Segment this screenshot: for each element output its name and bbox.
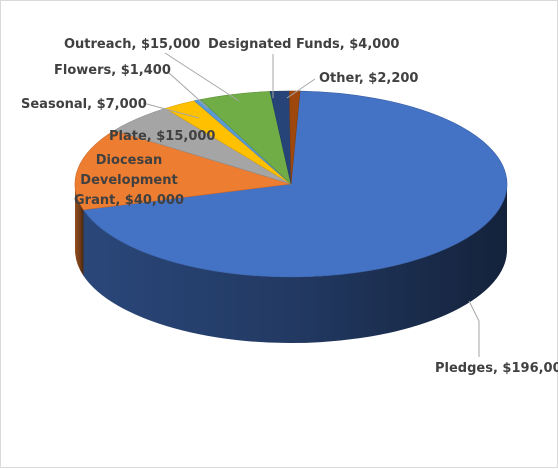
leader-lines [142, 52, 480, 357]
leader-line-flowers [168, 72, 209, 109]
slice-label-diocesan-line2: Development [80, 173, 177, 188]
slice-labels: Pledges, $196,000 Diocesan Development G… [21, 37, 558, 376]
slice-side-pledges [83, 184, 508, 344]
slice-pledges [82, 90, 508, 278]
slice-label-flowers: Flowers, $1,400 [54, 63, 171, 78]
slice-label-plate: Plate, $15,000 [109, 129, 215, 144]
slice-other [289, 90, 301, 185]
slice-label-pledges: Pledges, $196,000 [435, 361, 558, 376]
slice-label-outreach: Outreach, $15,000 [64, 37, 200, 52]
slice-label-diocesan-line1: Diocesan [96, 153, 162, 168]
slice-label-seasonal: Seasonal, $7,000 [21, 97, 147, 112]
leader-line-other [286, 78, 316, 99]
slice-label-diocesan-line3: Grant, $40,000 [74, 193, 184, 208]
slice-diocesan-development-grant [74, 130, 292, 211]
slice-label-designated-funds: Designated Funds, $4,000 [208, 37, 399, 52]
leader-line-outreach [164, 52, 240, 102]
leader-line-seasonal [142, 102, 200, 119]
pie-slices [74, 90, 508, 278]
leader-line-pledges [468, 300, 480, 357]
slice-label-other: Other, $2,200 [319, 71, 418, 86]
